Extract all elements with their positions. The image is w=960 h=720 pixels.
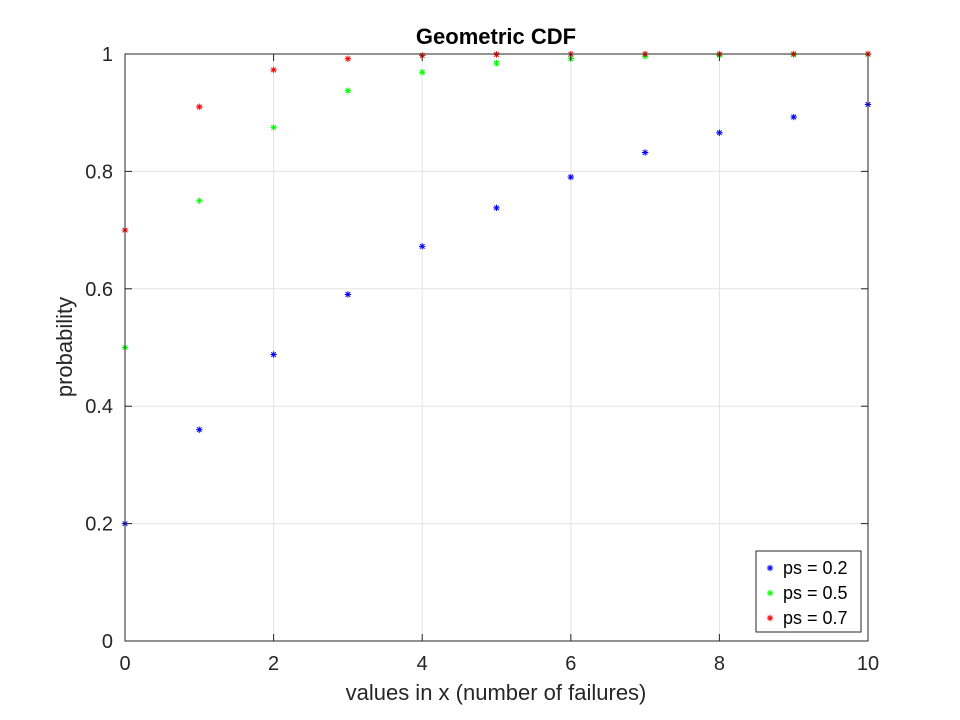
data-point-series-0 [270,351,277,358]
x-tick-label: 2 [268,653,279,675]
legend: ps = 0.2 ps = 0.5 ps = 0.7 [755,550,862,633]
x-tick-label: 4 [417,653,428,675]
data-point-series-0 [419,243,426,250]
x-tick-label: 8 [714,653,725,675]
data-point-series-0 [716,129,723,136]
y-tick-label: 0.2 [85,514,113,536]
axis-ticks: 0 2 4 6 8 10 0 0.2 0.4 0.6 0.8 1 [85,44,879,675]
legend-label: ps = 0.5 [783,583,848,603]
plot-area [125,54,868,641]
y-tick-label: 1 [102,44,113,66]
data-point-series-0 [196,426,203,433]
chart-title: Geometric CDF [416,24,576,49]
plot-frame [124,53,869,642]
grid-lines [125,54,868,641]
y-tick-label: 0.4 [85,396,113,418]
data-point-series-1 [270,124,277,131]
data-point-series-2 [196,103,203,111]
y-axis-label: probability [52,297,77,397]
legend-marker-series-2 [766,614,774,622]
x-tick-label: 6 [565,653,576,675]
data-point-series-1 [344,87,352,94]
x-tick-label: 0 [119,653,130,675]
data-point-series-0 [790,113,797,121]
data-point-series-1 [493,59,500,67]
x-axis-label: values in x (number of failures) [346,680,647,705]
y-tick-label: 0.8 [85,161,113,183]
legend-marker-series-0 [766,564,774,572]
data-point-series-0 [493,204,500,212]
data-point-series-0 [641,149,649,156]
data-point-series-2 [344,55,352,62]
legend-marker-series-1 [766,589,774,597]
legend-label: ps = 0.7 [783,608,848,628]
data-point-series-0 [567,173,574,181]
y-tick-label: 0 [102,631,113,653]
y-tick-label: 0.6 [85,279,113,301]
data-point-series-1 [419,69,426,76]
data-point-series-2 [270,66,277,74]
data-point-series-1 [196,197,203,204]
data-point-series-0 [344,291,352,298]
x-tick-label: 10 [857,653,879,675]
legend-box [755,550,862,633]
legend-label: ps = 0.2 [783,558,848,578]
